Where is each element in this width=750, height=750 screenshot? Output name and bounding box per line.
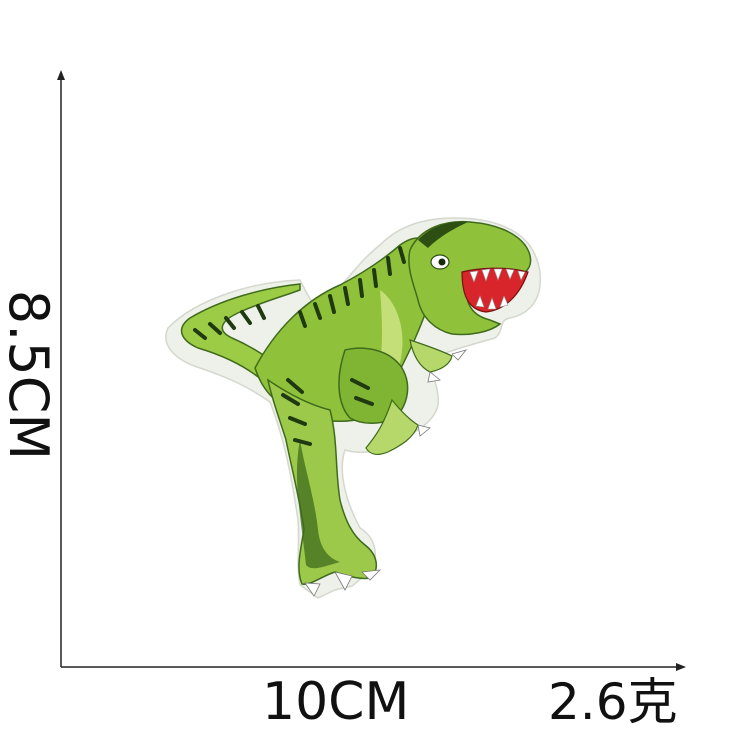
dinosaur-claws — [304, 349, 468, 597]
weight-label: 2.6克 — [548, 673, 678, 731]
vertical-axis-arrow — [57, 70, 65, 80]
dinosaur-stripes — [193, 246, 406, 446]
dinosaur-leg — [266, 378, 377, 585]
measurement-axes — [57, 70, 686, 671]
dinosaur-teeth — [469, 268, 526, 310]
dinosaur-eye — [430, 254, 450, 270]
height-dimension-label: 8.5CM — [0, 289, 60, 461]
width-dimension-label: 10CM — [262, 672, 410, 732]
horizontal-axis-arrow — [676, 663, 686, 671]
dinosaur-front-leg — [365, 398, 419, 455]
dinosaur-head-crest — [418, 221, 468, 248]
dinosaur-leg-shadow — [296, 440, 340, 569]
dinosaur-patch — [165, 217, 542, 599]
dinosaur-arm — [409, 339, 453, 373]
